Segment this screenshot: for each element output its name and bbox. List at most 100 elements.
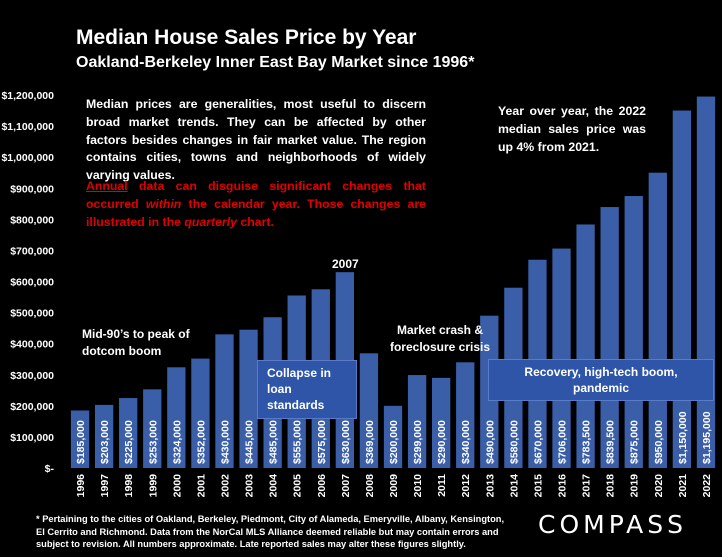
bar-2000	[167, 367, 186, 468]
y-tick-label: $700,000	[10, 245, 54, 257]
x-tick-label: 2019	[629, 474, 641, 498]
value-label: $369,000	[364, 420, 376, 464]
value-label: $340,000	[460, 420, 472, 464]
value-label: $485,000	[268, 420, 280, 464]
value-label: $1,150,000	[677, 411, 689, 464]
bar-2017	[576, 224, 595, 468]
x-tick-label: 2007	[340, 474, 352, 498]
footnote: * Pertaining to the cities of Oakland, B…	[36, 514, 505, 550]
annotation-recovery-box: Recovery, high-tech boom, pandemic	[488, 359, 714, 402]
y-tick-label: $100,000	[10, 432, 54, 444]
y-tick-label: $1,200,000	[1, 90, 54, 102]
x-tick-label: 1997	[99, 474, 111, 498]
x-tick-label: 2022	[701, 474, 713, 498]
y-tick-label: $600,000	[10, 277, 54, 289]
note-annual-data: Annual data can disguise significant cha…	[86, 178, 426, 231]
x-tick-label: 1996	[75, 474, 87, 498]
value-label: $253,000	[147, 420, 159, 464]
bar-1999	[143, 389, 162, 468]
note-red-text-2: the calendar year. Those changes are ill…	[86, 196, 426, 229]
value-label: $225,000	[123, 420, 135, 464]
x-tick-label: 2004	[268, 474, 280, 498]
value-label: $445,000	[244, 420, 256, 464]
x-tick-label: 1998	[123, 474, 135, 498]
bar-1997	[94, 404, 114, 468]
annotation-2007: 2007	[332, 257, 359, 271]
y-tick-label: $800,000	[10, 214, 54, 226]
note-median-generalities: Median prices are generalities, most use…	[86, 97, 426, 183]
value-label: $706,000	[557, 420, 569, 464]
x-tick-label: 2010	[412, 474, 424, 498]
bar-1996	[70, 410, 90, 468]
bar-2001	[191, 358, 210, 468]
y-tick-label: $200,000	[10, 401, 54, 413]
value-label: $1,195,000	[701, 411, 713, 464]
x-tick-label: 2012	[460, 474, 472, 498]
bar-2012	[456, 362, 475, 468]
annotation-dotcom: Mid-90’s to peak of dotcom boom	[82, 327, 190, 358]
value-label: $575,000	[316, 420, 328, 464]
bar-2009	[383, 405, 403, 468]
x-tick-label: 2018	[605, 474, 617, 498]
note-year-over-year: Year over year, the 2022 median sales pr…	[498, 104, 646, 154]
x-tick-label: 2014	[508, 474, 520, 498]
annotation-market-crash: Market crash & foreclosure crisis	[389, 323, 491, 354]
x-tick-label: 2011	[436, 474, 448, 497]
note-quarterly-word: quarterly	[184, 214, 238, 229]
value-label: $490,000	[484, 420, 496, 464]
y-tick-label: $1,100,000	[1, 121, 54, 133]
annotation-collapse-box: Collapse in loan standards	[257, 360, 357, 419]
y-tick-label: $400,000	[10, 339, 54, 351]
x-tick-label: 2021	[677, 474, 689, 498]
value-label: $783,500	[581, 420, 593, 464]
value-label: $200,000	[388, 420, 400, 464]
value-label: $185,000	[75, 420, 87, 464]
bar-1998	[119, 398, 138, 468]
bar-2010	[407, 375, 427, 468]
x-tick-label: 2009	[388, 474, 400, 498]
x-tick-label: 1999	[147, 474, 159, 498]
x-tick-label: 2015	[532, 474, 544, 498]
value-label: $580,000	[508, 420, 520, 464]
value-label: $950,000	[653, 420, 665, 464]
x-tick-label: 2001	[195, 474, 207, 498]
bar-2018	[600, 207, 619, 468]
value-label: $324,000	[171, 420, 183, 464]
bar-2008	[359, 353, 379, 468]
value-label: $875,000	[629, 420, 641, 464]
value-label: $203,000	[99, 420, 111, 464]
x-tick-label: 2016	[557, 474, 569, 498]
compass-logo: COMPASS	[538, 510, 688, 539]
y-tick-label: $1,000,000	[1, 152, 54, 164]
value-label: $430,000	[219, 420, 231, 464]
y-tick-label: $500,000	[10, 308, 54, 320]
y-tick-label: $-	[45, 463, 55, 475]
value-label: $290,000	[436, 420, 448, 464]
x-tick-label: 2002	[219, 474, 231, 498]
chart-title: Median House Sales Price by Year	[76, 26, 417, 49]
value-label: $670,000	[532, 420, 544, 464]
x-tick-label: 2003	[244, 474, 256, 498]
note-red-text-3: chart.	[237, 214, 274, 229]
x-tick-label: 2013	[484, 474, 496, 498]
x-tick-label: 2020	[653, 474, 665, 498]
note-red-text-1: data can disguise significant changes th…	[86, 179, 426, 211]
x-tick-label: 2000	[171, 474, 183, 498]
x-tick-label: 2006	[316, 474, 328, 498]
x-tick-label: 2017	[581, 474, 593, 498]
note-annual-word: Annual	[86, 179, 128, 193]
bar-2016	[552, 248, 571, 468]
value-label: $352,000	[195, 420, 207, 464]
y-tick-label: $900,000	[10, 183, 54, 195]
value-label: $630,000	[340, 420, 352, 464]
bar-2002	[215, 334, 234, 468]
chart-subtitle: Oakland-Berkeley Inner East Bay Market s…	[76, 54, 475, 71]
value-label: $299,000	[412, 420, 424, 464]
x-tick-label: 2008	[364, 474, 376, 498]
y-tick-label: $300,000	[10, 370, 54, 382]
note-within-word: within	[145, 196, 182, 211]
bar-2011	[432, 377, 451, 468]
value-label: $839,500	[605, 420, 617, 464]
x-tick-label: 2005	[292, 474, 304, 498]
